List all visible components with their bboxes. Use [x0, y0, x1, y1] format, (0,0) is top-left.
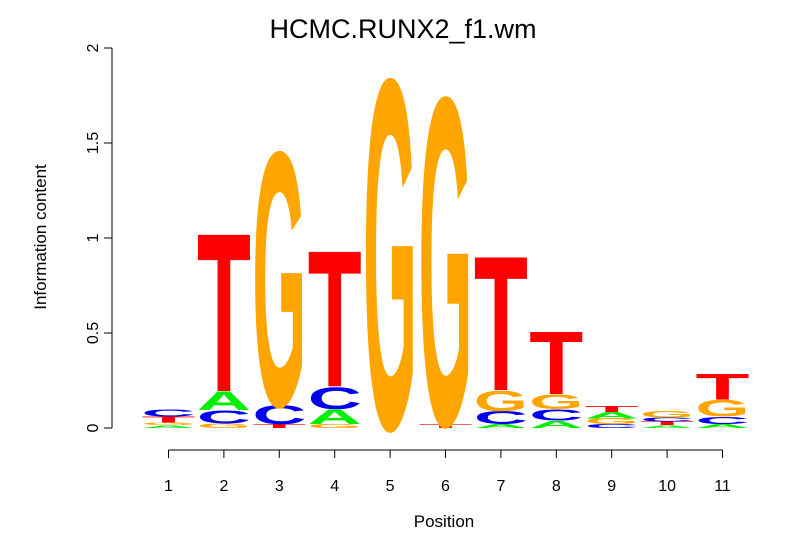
x-tick-label: 8	[552, 478, 561, 495]
y-tick-label: 2	[85, 43, 102, 52]
letter-T: T	[585, 405, 639, 414]
x-tick-label: 11	[714, 478, 731, 495]
letter-G: G	[308, 423, 362, 429]
letter-C: C	[640, 417, 694, 423]
letter-C: C	[197, 407, 251, 428]
letter-C: C	[696, 415, 750, 427]
x-axis-title: Position	[414, 512, 474, 531]
letter-C: C	[142, 407, 196, 419]
x-axis: 1 2 3 4 5 6 7 8 9 10 11	[164, 449, 731, 495]
stack-position-3: TCG	[252, 76, 306, 483]
stack-position-6: TG	[419, 0, 473, 525]
x-tick-label: 3	[275, 478, 284, 495]
x-tick-label: 7	[496, 478, 505, 495]
letter-A: A	[695, 423, 749, 429]
letter-A: A	[308, 405, 362, 429]
letter-T: T	[474, 215, 528, 431]
letter-C: C	[474, 408, 528, 429]
letter-C: C	[529, 406, 583, 424]
letter-A: A	[585, 410, 639, 420]
letter-A: A	[474, 423, 528, 429]
x-tick-label: 10	[658, 478, 676, 495]
letter-T: T	[141, 415, 195, 424]
letter-T: T	[640, 420, 694, 426]
letter-A: A	[197, 386, 251, 416]
letter-G: G	[474, 385, 528, 417]
x-tick-label: 9	[607, 478, 616, 495]
x-tick-label: 1	[164, 478, 173, 495]
letter-C: C	[585, 423, 639, 429]
y-tick-label: 0	[85, 423, 102, 432]
letter-G: G	[252, 76, 306, 483]
letter-G: G	[529, 390, 583, 413]
stack-position-5: G	[363, 0, 417, 534]
x-tick-label: 2	[219, 478, 228, 495]
letter-T: T	[197, 187, 251, 440]
y-axis: 0 0.5 1 1.5 2	[85, 43, 113, 432]
letter-G: G	[141, 422, 195, 426]
letter-G: G	[197, 422, 251, 429]
letter-T: T	[308, 211, 362, 429]
letter-G: G	[640, 409, 694, 419]
letter-G: G	[363, 0, 417, 534]
y-tick-label: 1	[85, 233, 102, 242]
letter-C: C	[252, 400, 306, 430]
x-tick-label: 4	[330, 478, 339, 495]
letter-C: C	[308, 381, 362, 416]
y-tick-label: 0.5	[85, 322, 102, 344]
x-tick-label: 5	[386, 478, 395, 495]
letter-A: A	[142, 424, 196, 428]
chart-title: HCMC.RUNX2_f1.wm	[269, 14, 536, 44]
letter-T: T	[696, 367, 750, 408]
letter-T: T	[419, 423, 473, 429]
letter-A: A	[529, 419, 583, 431]
letter-G: G	[585, 417, 639, 426]
letter-A: A	[640, 424, 694, 428]
letter-G: G	[419, 0, 473, 525]
letter-T: T	[529, 312, 583, 413]
y-tick-label: 1.5	[85, 132, 102, 154]
letter-T: T	[252, 423, 306, 429]
letter-G: G	[696, 395, 750, 422]
x-tick-label: 6	[441, 478, 450, 495]
y-axis-title: Information content	[31, 164, 50, 310]
